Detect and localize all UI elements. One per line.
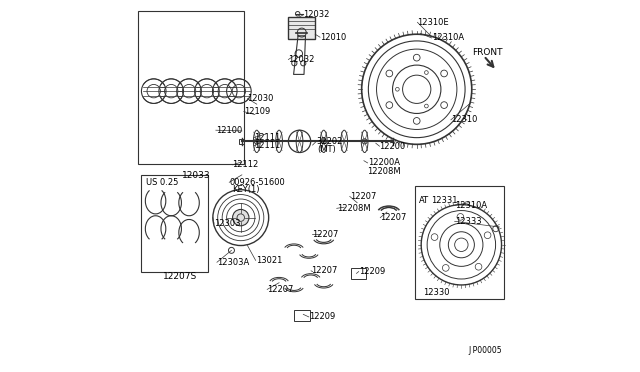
Bar [289, 17, 315, 39]
Bar [138, 11, 244, 164]
Text: 12207: 12207 [267, 285, 294, 294]
Text: 12310A: 12310A [431, 33, 464, 42]
Text: 12111: 12111 [254, 133, 280, 142]
Text: 13021: 13021 [255, 256, 282, 265]
Text: 12209: 12209 [358, 267, 385, 276]
Text: 32202: 32202 [316, 137, 342, 146]
Text: 12109: 12109 [244, 107, 270, 116]
Text: 12033: 12033 [182, 171, 211, 180]
Bar [239, 139, 244, 144]
Text: US 0.25: US 0.25 [147, 178, 179, 187]
Text: 12200: 12200 [380, 142, 406, 151]
Circle shape [362, 139, 367, 144]
Text: 12330: 12330 [422, 288, 449, 297]
Bar [351, 268, 365, 279]
Text: FRONT: FRONT [472, 48, 503, 57]
Text: 12208M: 12208M [337, 204, 371, 213]
Text: 12207: 12207 [311, 266, 337, 275]
Text: 12303: 12303 [214, 219, 241, 228]
Circle shape [232, 209, 249, 226]
Text: 12030: 12030 [248, 94, 274, 103]
Text: 12331: 12331 [431, 196, 458, 205]
Text: J P00005: J P00005 [468, 346, 502, 355]
Text: 12310A: 12310A [454, 201, 487, 210]
Text: 12207S: 12207S [163, 272, 197, 280]
Circle shape [254, 139, 259, 144]
Bar [141, 175, 209, 272]
Text: 12112: 12112 [232, 160, 259, 169]
Text: 00926-51600: 00926-51600 [229, 178, 285, 187]
Text: 12032: 12032 [289, 55, 315, 64]
Bar [294, 310, 310, 321]
Text: 12310E: 12310E [417, 18, 449, 27]
Text: 12310: 12310 [451, 115, 477, 124]
Bar [415, 186, 504, 299]
Text: 12207: 12207 [349, 192, 376, 201]
Text: (MT): (MT) [317, 145, 336, 154]
Text: 12010: 12010 [320, 33, 346, 42]
Text: 12207: 12207 [312, 230, 338, 239]
Text: 12100: 12100 [216, 126, 242, 135]
Text: 12303A: 12303A [217, 258, 249, 267]
Text: 12207: 12207 [380, 213, 406, 222]
Text: 12032: 12032 [303, 10, 330, 19]
Text: KEY(1): KEY(1) [232, 185, 260, 194]
Text: 12208M: 12208M [367, 167, 401, 176]
Text: 12209: 12209 [309, 312, 335, 321]
Text: 12333: 12333 [454, 217, 481, 226]
Text: AT: AT [419, 196, 429, 205]
Text: 12111: 12111 [254, 141, 280, 150]
Text: 12200A: 12200A [367, 158, 399, 167]
Circle shape [321, 139, 326, 144]
